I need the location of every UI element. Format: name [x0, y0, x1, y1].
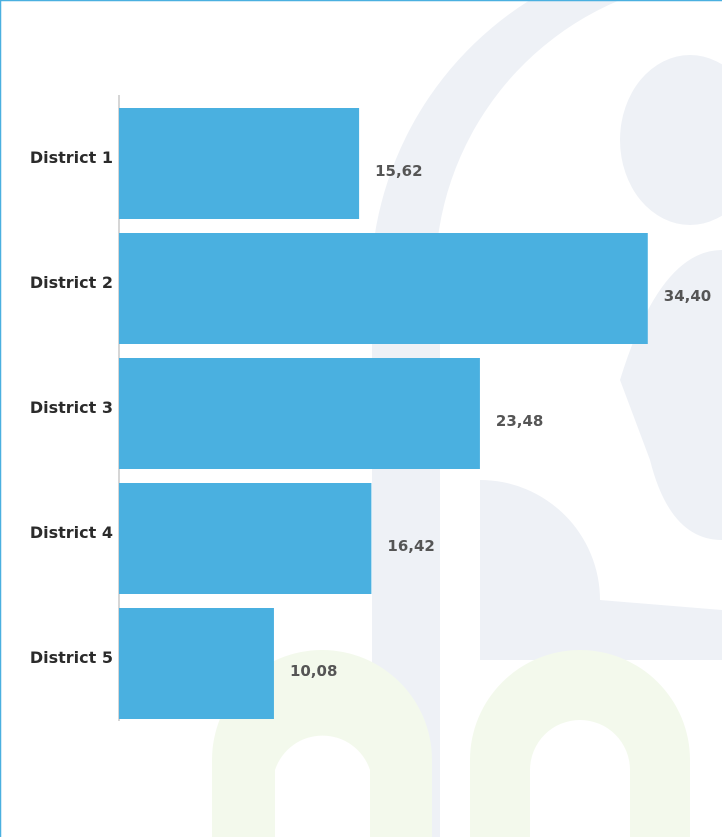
category-label: District 4	[30, 523, 113, 542]
bar	[119, 358, 480, 469]
value-label: 15,62	[375, 162, 422, 180]
bar	[119, 483, 372, 594]
category-label: District 1	[30, 148, 113, 167]
value-label: 16,42	[387, 537, 434, 555]
watermark-head	[620, 55, 722, 225]
value-label: 23,48	[496, 412, 543, 430]
value-label: 34,40	[664, 287, 711, 305]
bar	[119, 608, 274, 719]
watermark-shape	[480, 480, 722, 660]
category-label: District 3	[30, 398, 113, 417]
value-label: 10,08	[290, 662, 337, 680]
watermark-green	[470, 650, 690, 837]
bar	[119, 108, 360, 219]
watermark-arc	[370, 0, 620, 837]
category-label: District 2	[30, 273, 113, 292]
watermark	[212, 0, 722, 837]
category-label: District 5	[30, 648, 113, 667]
bar	[119, 233, 648, 344]
